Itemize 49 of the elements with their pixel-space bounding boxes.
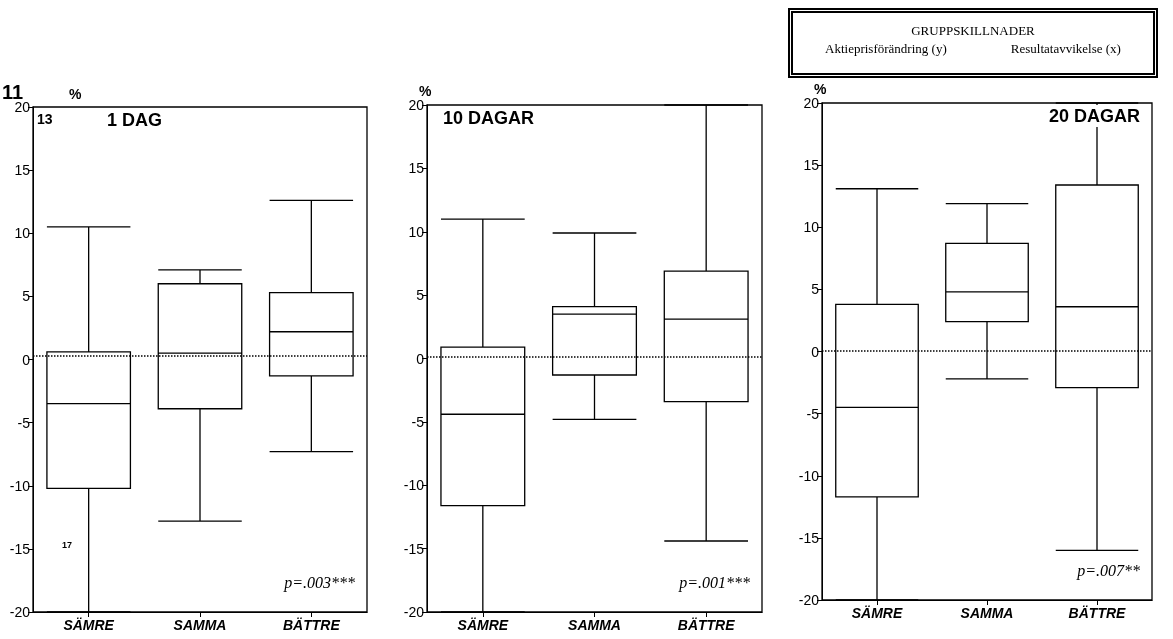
y-tick-label: -15 [798, 529, 820, 546]
y-tick-label: -20 [403, 604, 425, 620]
x-tick-label: SAMMA [173, 617, 227, 633]
annotation: p=.007** [1076, 561, 1140, 580]
x-tick-label: SAMMA [568, 617, 621, 633]
x-tick-label: BÄTTRE [1068, 605, 1127, 621]
y-tick-label: 5 [416, 287, 425, 304]
x-tick-label: SÄMRE [457, 617, 509, 633]
chart-title: 1 DAG [107, 110, 163, 130]
y-tick-label: -20 [798, 592, 820, 608]
y-tick-label: -10 [798, 467, 820, 484]
y-tick-label: -10 [9, 477, 31, 494]
y-tick-label: 15 [14, 162, 31, 179]
y-tick-label: 10 [14, 225, 31, 242]
chart-title: 20 DAGAR [1048, 106, 1141, 126]
y-tick-label: 5 [811, 281, 820, 298]
x-tick-label: BÄTTRE [282, 617, 341, 633]
y-tick-label: 10 [408, 223, 425, 240]
text: Resultatavvikelse (x) [1010, 41, 1121, 57]
y-axis-title: % [69, 86, 82, 102]
y-tick-label: -15 [403, 540, 425, 557]
annotation: p=.001*** [678, 573, 750, 592]
y-tick-label: 15 [408, 160, 425, 177]
y-tick-label: -20 [9, 604, 31, 620]
x-tick-label: SÄMRE [63, 617, 115, 633]
y-tick-label: 0 [22, 351, 31, 368]
x-tick-label: SÄMRE [851, 605, 903, 621]
y-tick-label: 5 [22, 288, 31, 305]
chart-title: 10 DAGAR [443, 108, 535, 128]
y-tick-label: 20 [408, 97, 425, 113]
text: GRUPPSKILLNADER [910, 23, 1036, 39]
y-tick-label: 15 [803, 157, 820, 174]
y-tick-label: -5 [17, 414, 31, 431]
y-axis-title: % [814, 81, 827, 98]
annotation: p=.003*** [283, 573, 355, 592]
y-tick-label: 10 [803, 219, 820, 236]
y-tick-label: 20 [803, 95, 820, 111]
y-tick-label: -15 [9, 540, 31, 557]
y-tick-label: 0 [811, 343, 820, 360]
x-tick-label: SAMMA [960, 605, 1014, 621]
y-axis-title: % [419, 83, 432, 100]
x-tick-label: BÄTTRE [677, 617, 736, 633]
y-tick-label: -5 [411, 413, 425, 430]
y-tick-label: 0 [416, 350, 425, 367]
y-tick-label: -5 [806, 405, 820, 422]
annotation: 17 [62, 539, 73, 550]
annotation: 13 [37, 111, 53, 127]
text: Aktieprisförändring (y) [825, 41, 947, 57]
y-tick-label: -10 [403, 477, 425, 494]
